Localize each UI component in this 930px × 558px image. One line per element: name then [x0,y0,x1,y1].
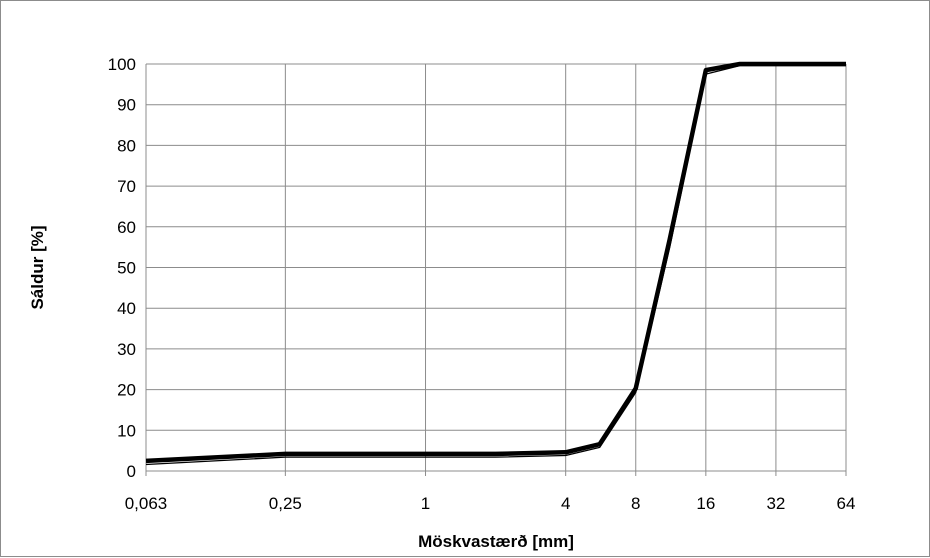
y-tick-label: 0 [127,462,136,481]
y-tick-label: 100 [108,55,136,74]
series-line-2 [145,64,846,466]
y-tick-label: 90 [117,96,136,115]
y-tick-label: 30 [117,340,136,359]
series-line-1 [145,61,846,464]
x-tick-label: 1 [421,494,430,513]
gridlines [145,63,847,476]
y-tick-label: 10 [117,421,136,440]
y-tick-labels: 0 10 20 30 40 50 60 70 80 90 100 [108,55,136,481]
y-tick-label: 40 [117,299,136,318]
x-tick-label: 16 [696,494,715,513]
x-tick-label: 0,25 [269,494,302,513]
series-group [145,61,846,466]
y-tick-label: 20 [117,381,136,400]
x-axis-title: Möskvastærð [mm] [418,532,574,551]
y-axis-title: Sáldur [%] [28,225,47,309]
y-tick-label: 50 [117,259,136,278]
x-tick-label: 64 [837,494,856,513]
x-tick-label: 4 [561,494,570,513]
x-tick-label: 32 [766,494,785,513]
x-tick-label: 8 [631,494,640,513]
x-tick-label: 0,063 [125,494,168,513]
y-tick-label: 80 [117,136,136,155]
y-tick-label: 70 [117,177,136,196]
y-tick-label: 60 [117,218,136,237]
x-tick-labels: 0,063 0,25 1 4 8 16 32 64 [125,494,856,513]
